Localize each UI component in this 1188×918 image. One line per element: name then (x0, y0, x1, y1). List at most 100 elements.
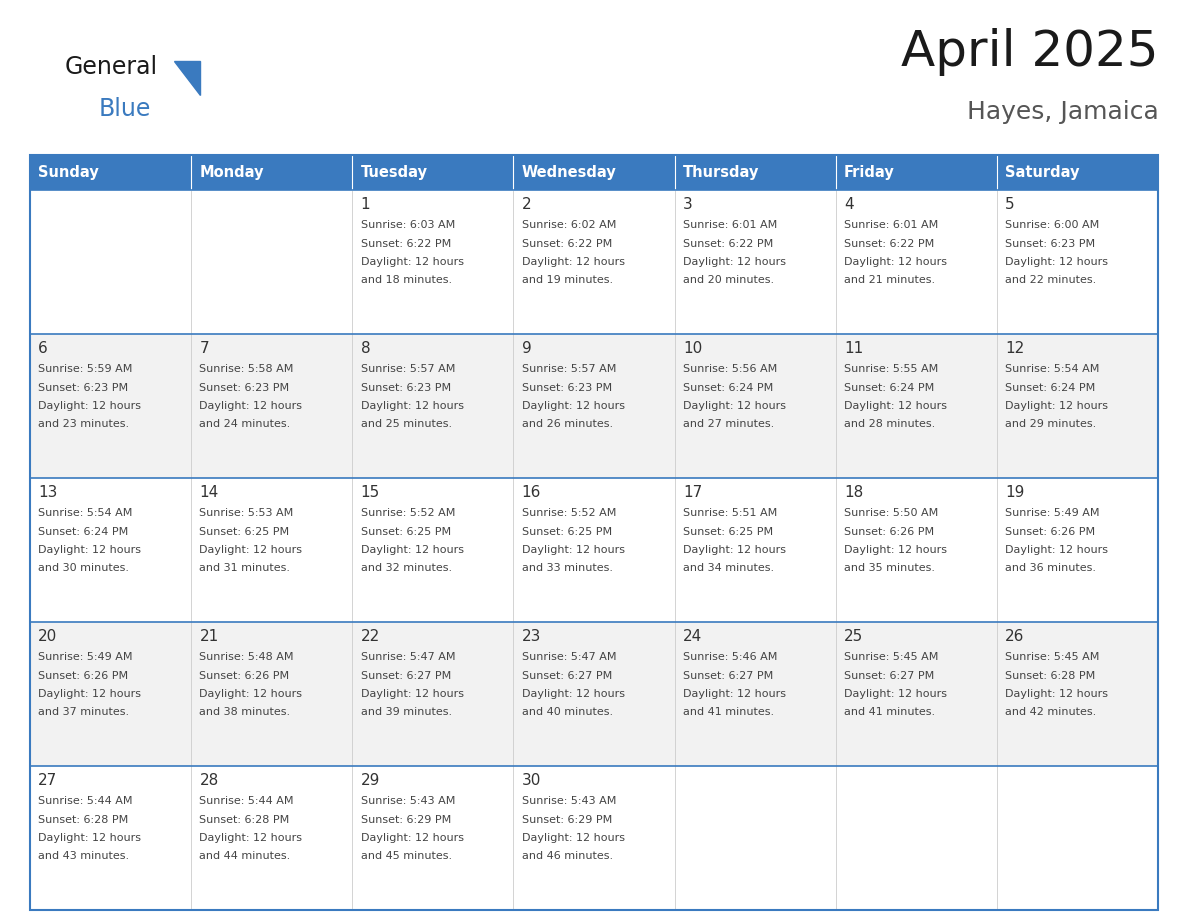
Text: 28: 28 (200, 773, 219, 789)
Text: Sunset: 6:24 PM: Sunset: 6:24 PM (683, 383, 773, 393)
Text: Daylight: 12 hours: Daylight: 12 hours (200, 545, 303, 555)
Text: Sunrise: 5:45 AM: Sunrise: 5:45 AM (1005, 653, 1100, 662)
Text: and 34 minutes.: and 34 minutes. (683, 564, 775, 574)
Text: Daylight: 12 hours: Daylight: 12 hours (1005, 545, 1108, 555)
Bar (675, 766, 835, 910)
Bar (997, 622, 1158, 766)
Text: Sunset: 6:26 PM: Sunset: 6:26 PM (38, 671, 128, 680)
Text: Sunset: 6:23 PM: Sunset: 6:23 PM (38, 383, 128, 393)
Bar (353, 190, 513, 334)
Text: 25: 25 (843, 630, 864, 644)
Text: Daylight: 12 hours: Daylight: 12 hours (522, 833, 625, 843)
Text: 19: 19 (1005, 486, 1024, 500)
Text: Sunset: 6:22 PM: Sunset: 6:22 PM (843, 239, 934, 249)
Text: 7: 7 (200, 341, 209, 356)
Bar (353, 334, 513, 478)
Text: Sunset: 6:25 PM: Sunset: 6:25 PM (361, 527, 450, 537)
Text: Sunrise: 5:57 AM: Sunrise: 5:57 AM (522, 364, 617, 375)
Text: Daylight: 12 hours: Daylight: 12 hours (522, 689, 625, 699)
Text: Daylight: 12 hours: Daylight: 12 hours (683, 689, 786, 699)
Text: and 22 minutes.: and 22 minutes. (1005, 275, 1097, 285)
Text: Sunrise: 5:52 AM: Sunrise: 5:52 AM (361, 509, 455, 519)
Text: and 39 minutes.: and 39 minutes. (361, 708, 451, 717)
Text: 18: 18 (843, 486, 864, 500)
Bar (353, 155, 513, 190)
Text: 24: 24 (683, 630, 702, 644)
Text: and 44 minutes.: and 44 minutes. (200, 851, 291, 861)
Text: Sunset: 6:29 PM: Sunset: 6:29 PM (522, 814, 612, 824)
Bar (997, 190, 1158, 334)
Bar (997, 155, 1158, 190)
Text: Sunset: 6:22 PM: Sunset: 6:22 PM (683, 239, 773, 249)
Text: and 35 minutes.: and 35 minutes. (843, 564, 935, 574)
Text: Sunrise: 5:49 AM: Sunrise: 5:49 AM (1005, 509, 1100, 519)
Text: Sunrise: 5:43 AM: Sunrise: 5:43 AM (522, 796, 617, 806)
Text: 30: 30 (522, 773, 541, 789)
Text: 8: 8 (361, 341, 371, 356)
Text: Sunset: 6:26 PM: Sunset: 6:26 PM (1005, 527, 1095, 537)
Text: 15: 15 (361, 486, 380, 500)
Text: Sunrise: 5:54 AM: Sunrise: 5:54 AM (38, 509, 133, 519)
Text: Sunset: 6:27 PM: Sunset: 6:27 PM (361, 671, 451, 680)
Text: Daylight: 12 hours: Daylight: 12 hours (38, 401, 141, 411)
Text: Sunset: 6:25 PM: Sunset: 6:25 PM (522, 527, 612, 537)
Text: Daylight: 12 hours: Daylight: 12 hours (522, 401, 625, 411)
Text: Sunrise: 6:03 AM: Sunrise: 6:03 AM (361, 220, 455, 230)
Bar (353, 478, 513, 622)
Text: Daylight: 12 hours: Daylight: 12 hours (843, 401, 947, 411)
Text: Monday: Monday (200, 165, 264, 180)
Text: and 29 minutes.: and 29 minutes. (1005, 420, 1097, 430)
Text: Daylight: 12 hours: Daylight: 12 hours (1005, 689, 1108, 699)
Text: Sunrise: 6:02 AM: Sunrise: 6:02 AM (522, 220, 617, 230)
Text: Sunset: 6:26 PM: Sunset: 6:26 PM (200, 671, 290, 680)
Text: Sunday: Sunday (38, 165, 99, 180)
Text: Sunset: 6:24 PM: Sunset: 6:24 PM (1005, 383, 1095, 393)
Text: Sunrise: 5:51 AM: Sunrise: 5:51 AM (683, 509, 777, 519)
Text: Sunset: 6:25 PM: Sunset: 6:25 PM (683, 527, 773, 537)
Text: 2: 2 (522, 197, 531, 212)
Text: and 23 minutes.: and 23 minutes. (38, 420, 129, 430)
Bar (513, 155, 675, 190)
Text: and 21 minutes.: and 21 minutes. (843, 275, 935, 285)
Text: 26: 26 (1005, 630, 1024, 644)
Text: 29: 29 (361, 773, 380, 789)
Text: Daylight: 12 hours: Daylight: 12 hours (1005, 401, 1108, 411)
Text: Daylight: 12 hours: Daylight: 12 hours (683, 257, 786, 267)
Text: and 30 minutes.: and 30 minutes. (38, 564, 129, 574)
Bar (191, 334, 353, 478)
Text: Sunrise: 5:45 AM: Sunrise: 5:45 AM (843, 653, 939, 662)
Text: Sunset: 6:28 PM: Sunset: 6:28 PM (1005, 671, 1095, 680)
Text: Daylight: 12 hours: Daylight: 12 hours (361, 833, 463, 843)
Bar (835, 190, 997, 334)
Text: Sunset: 6:28 PM: Sunset: 6:28 PM (38, 814, 128, 824)
Bar (191, 190, 353, 334)
Text: 3: 3 (683, 197, 693, 212)
Text: Daylight: 12 hours: Daylight: 12 hours (361, 689, 463, 699)
Text: and 18 minutes.: and 18 minutes. (361, 275, 451, 285)
Text: Daylight: 12 hours: Daylight: 12 hours (683, 401, 786, 411)
Text: 17: 17 (683, 486, 702, 500)
Text: Sunset: 6:27 PM: Sunset: 6:27 PM (843, 671, 934, 680)
Bar (30, 622, 191, 766)
Bar (513, 622, 675, 766)
Text: and 41 minutes.: and 41 minutes. (683, 708, 775, 717)
Bar (835, 478, 997, 622)
Text: Sunset: 6:23 PM: Sunset: 6:23 PM (200, 383, 290, 393)
Text: Sunset: 6:26 PM: Sunset: 6:26 PM (843, 527, 934, 537)
Text: Daylight: 12 hours: Daylight: 12 hours (361, 545, 463, 555)
Text: Daylight: 12 hours: Daylight: 12 hours (38, 689, 141, 699)
Text: 6: 6 (38, 341, 48, 356)
Text: Sunset: 6:27 PM: Sunset: 6:27 PM (522, 671, 612, 680)
Text: Daylight: 12 hours: Daylight: 12 hours (683, 545, 786, 555)
Text: Sunset: 6:23 PM: Sunset: 6:23 PM (1005, 239, 1095, 249)
Bar (30, 766, 191, 910)
Bar (191, 478, 353, 622)
Text: and 40 minutes.: and 40 minutes. (522, 708, 613, 717)
Text: and 37 minutes.: and 37 minutes. (38, 708, 129, 717)
Text: Daylight: 12 hours: Daylight: 12 hours (38, 833, 141, 843)
Text: and 25 minutes.: and 25 minutes. (361, 420, 451, 430)
Bar (675, 155, 835, 190)
Text: Sunrise: 6:01 AM: Sunrise: 6:01 AM (843, 220, 939, 230)
Bar (835, 622, 997, 766)
Bar (675, 190, 835, 334)
